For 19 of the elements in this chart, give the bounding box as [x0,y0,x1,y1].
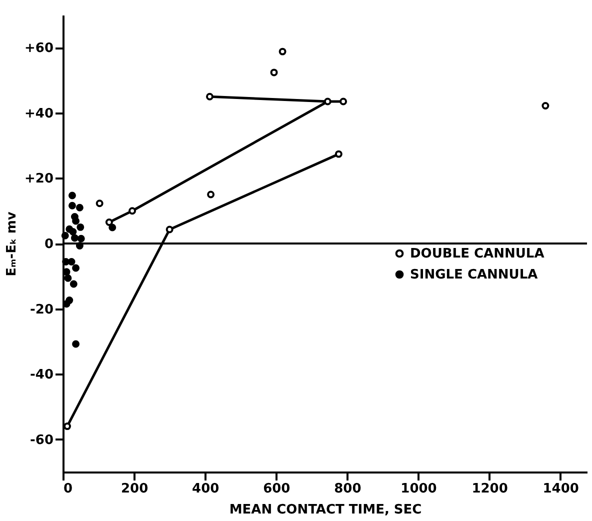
legend-label: SINGLE CANNULA [410,268,538,282]
x-tick-label: 800 [334,482,362,496]
x-tick-label: 400 [192,482,220,496]
y-axis-title: Eₘ-Eₖ mv [4,211,20,276]
y-tick-label: 0 [44,237,54,252]
x-tick-label: 1200 [472,482,508,496]
y-tick-label: +40 [24,106,54,122]
x-axis-title: MEAN CONTACT TIME, SEC [229,502,422,518]
y-tick-label: -60 [30,432,54,448]
x-tick-label: 1400 [542,482,579,496]
legend-label: DOUBLE CANNULA [410,246,544,262]
x-tick-label: 200 [120,482,148,496]
y-tick-label: +20 [24,172,54,187]
y-tick-label: -20 [30,302,54,318]
x-tick-label: 0 [64,482,73,496]
x-tick-label: 1000 [400,482,437,496]
y-tick-label: -40 [30,368,54,383]
x-tick-label: 600 [263,482,290,496]
y-tick-label: +60 [24,41,54,56]
